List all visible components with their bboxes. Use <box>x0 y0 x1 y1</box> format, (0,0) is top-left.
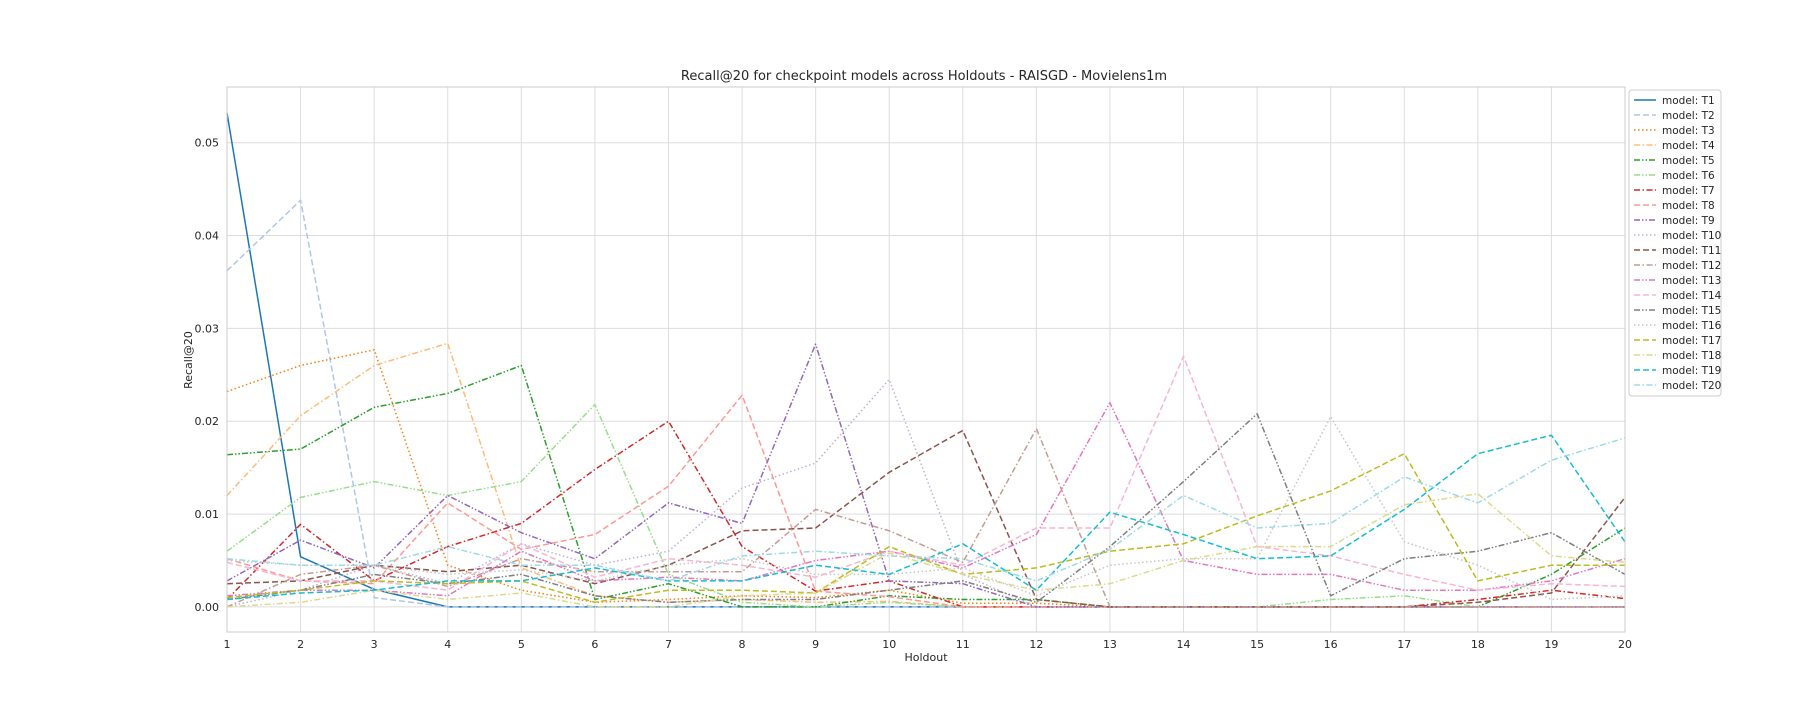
x-tick-label: 13 <box>1103 638 1117 651</box>
series-line-5 <box>226 364 1626 608</box>
y-tick-label: 0.00 <box>195 601 220 614</box>
legend: model: T1 model: T2 model: T3 model: T4 mode… <box>1628 89 1722 397</box>
x-tick-label: 20 <box>1618 638 1632 651</box>
legend-entry-label: model: T2 <box>1662 110 1715 122</box>
legend-entry-label: model: T5 <box>1662 155 1715 167</box>
legend-entry-label: model: T13 <box>1662 275 1721 287</box>
x-tick-label: 3 <box>371 638 378 651</box>
series-line-16 <box>226 415 1626 601</box>
series-line-8 <box>226 394 1625 608</box>
legend-frame <box>1628 89 1722 397</box>
y-tick-label: 0.02 <box>195 415 220 428</box>
legend-entry-label: model: T10 <box>1662 230 1721 242</box>
grid <box>226 87 1626 632</box>
series-line-17 <box>226 452 1625 604</box>
series-line-13 <box>226 401 1626 597</box>
x-tick-label: 14 <box>1177 638 1191 651</box>
legend-entry-label: model: T15 <box>1662 305 1721 317</box>
y-axis-label: Recall@20 <box>182 331 195 389</box>
y-tick-label: 0.05 <box>195 137 220 150</box>
series-line-19 <box>226 434 1626 601</box>
chart-title: Recall@20 for checkpoint models across H… <box>681 69 1167 84</box>
legend-entry-label: model: T14 <box>1662 290 1722 302</box>
legend-entry-label: model: T12 <box>1662 260 1721 272</box>
legend-entry-label: model: T4 <box>1662 140 1715 152</box>
x-tick-label: 7 <box>665 638 672 651</box>
legend-entry-label: model: T7 <box>1662 185 1715 197</box>
legend-entry-label: model: T16 <box>1662 320 1722 332</box>
y-tick-label: 0.04 <box>195 230 220 243</box>
x-axis-label: Holdout <box>904 651 948 664</box>
legend-entry-label: model: T8 <box>1662 200 1715 212</box>
x-tick-label: 5 <box>518 638 525 651</box>
x-tick-label: 19 <box>1544 638 1558 651</box>
series-line-20 <box>226 437 1626 582</box>
y-axis-ticks: 0.00 0.01 0.02 0.03 0.04 0.05 <box>195 137 220 614</box>
legend-entry-label: model: T1 <box>1662 95 1715 107</box>
series-line-1 <box>226 112 1625 608</box>
x-axis-ticks: 1 2 3 4 5 6 7 8 9 10 11 12 13 14 15 16 17 18 19 20 <box>224 638 1633 651</box>
x-tick-label: 10 <box>882 638 896 651</box>
series-line-18 <box>226 492 1626 608</box>
x-tick-label: 8 <box>739 638 746 651</box>
legend-entry-label: model: T9 <box>1662 215 1715 227</box>
legend-entry-label: model: T3 <box>1662 125 1715 137</box>
series-line-15 <box>226 413 1626 604</box>
x-tick-label: 4 <box>444 638 451 651</box>
series-line-3 <box>226 349 1625 608</box>
legend-entry-label: model: T18 <box>1662 350 1721 362</box>
series-lines <box>226 112 1626 608</box>
series-line-6 <box>226 403 1625 608</box>
x-tick-label: 15 <box>1250 638 1264 651</box>
x-tick-label: 17 <box>1397 638 1411 651</box>
y-tick-label: 0.03 <box>195 322 220 335</box>
legend-entry-label: model: T6 <box>1662 170 1715 182</box>
legend-entry-label: model: T20 <box>1662 380 1721 392</box>
x-tick-label: 12 <box>1029 638 1043 651</box>
series-line-11 <box>226 429 1626 608</box>
legend-entry-label: model: T19 <box>1662 365 1721 377</box>
series-line-14 <box>226 355 1626 591</box>
series-line-9 <box>226 343 1625 608</box>
x-tick-label: 6 <box>591 638 598 651</box>
legend-entry-label: model: T11 <box>1662 245 1721 257</box>
x-tick-label: 1 <box>224 638 231 651</box>
x-tick-label: 9 <box>812 638 819 651</box>
x-tick-label: 18 <box>1471 638 1485 651</box>
y-tick-label: 0.01 <box>195 508 220 521</box>
x-tick-label: 2 <box>297 638 304 651</box>
x-tick-label: 11 <box>956 638 970 651</box>
x-tick-label: 16 <box>1324 638 1338 651</box>
legend-entry-label: model: T17 <box>1662 335 1721 347</box>
plot-frame <box>226 86 1626 633</box>
series-line-7 <box>226 420 1626 608</box>
